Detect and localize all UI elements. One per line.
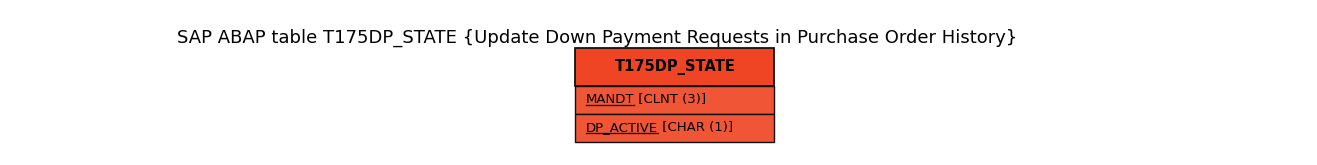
Text: DP_ACTIVE: DP_ACTIVE bbox=[586, 121, 657, 134]
FancyBboxPatch shape bbox=[576, 86, 774, 114]
Text: SAP ABAP table T175DP_STATE {Update Down Payment Requests in Purchase Order Hist: SAP ABAP table T175DP_STATE {Update Down… bbox=[176, 29, 1017, 47]
Text: T175DP_STATE: T175DP_STATE bbox=[615, 59, 735, 75]
Text: [CLNT (3)]: [CLNT (3)] bbox=[635, 93, 706, 106]
Text: [CHAR (1)]: [CHAR (1)] bbox=[657, 121, 732, 134]
FancyBboxPatch shape bbox=[576, 48, 774, 86]
Text: MANDT: MANDT bbox=[586, 93, 635, 106]
FancyBboxPatch shape bbox=[576, 114, 774, 142]
